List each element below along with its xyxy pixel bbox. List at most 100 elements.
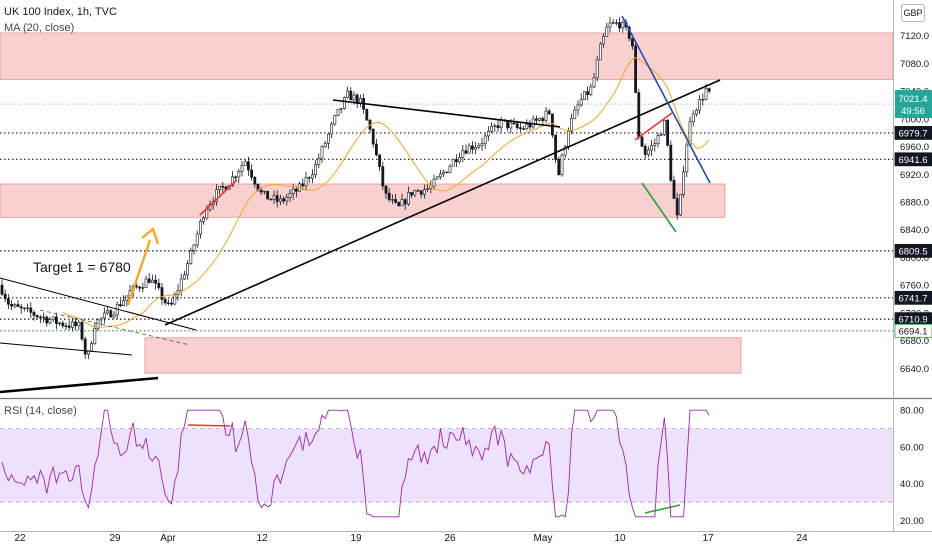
candle-body bbox=[474, 146, 478, 150]
candle-body bbox=[461, 150, 465, 158]
candle-body bbox=[83, 338, 87, 355]
candle-body bbox=[403, 199, 407, 205]
level-price-value: 6809.5 bbox=[898, 246, 927, 257]
candle-body bbox=[186, 263, 190, 276]
candle-body bbox=[704, 88, 708, 100]
candle-body bbox=[621, 22, 625, 29]
wedge-lower-line bbox=[0, 342, 133, 356]
price-tick-label: 6640.0 bbox=[900, 364, 929, 375]
candle-body bbox=[147, 278, 151, 283]
candle-body bbox=[563, 146, 567, 156]
candle-body bbox=[656, 135, 660, 144]
candle-body bbox=[515, 123, 519, 128]
candle-body bbox=[109, 310, 113, 318]
candle-body bbox=[48, 319, 52, 324]
candle-body bbox=[71, 321, 74, 328]
candle-body bbox=[218, 186, 222, 191]
candle-body bbox=[336, 108, 340, 116]
candle-body bbox=[448, 165, 452, 173]
candle-body bbox=[326, 133, 330, 144]
time-tick-label: 12 bbox=[256, 533, 268, 544]
candle-body bbox=[522, 128, 526, 130]
candle-body bbox=[589, 86, 593, 95]
candle-body bbox=[119, 304, 122, 306]
candle-body bbox=[586, 91, 590, 95]
moving-average-line bbox=[62, 57, 710, 328]
price-tick-label: 6680.0 bbox=[900, 336, 929, 347]
candle-body bbox=[445, 171, 449, 174]
candle-body bbox=[432, 178, 436, 187]
price-candles bbox=[0, 16, 711, 360]
level-price-value: 6941.6 bbox=[898, 155, 927, 166]
green-rsi-line bbox=[644, 504, 681, 514]
candle-body bbox=[682, 171, 686, 195]
last-price-value: 7021.4 bbox=[898, 94, 927, 105]
candle-body bbox=[45, 316, 49, 324]
candle-body bbox=[554, 134, 558, 160]
candle-body bbox=[400, 199, 404, 207]
candle-body bbox=[205, 209, 209, 219]
candle-body bbox=[506, 120, 510, 129]
candle-body bbox=[259, 189, 263, 193]
candle-body bbox=[598, 43, 602, 61]
candle-body bbox=[323, 142, 327, 148]
rsi-pane bbox=[0, 409, 893, 518]
candle-body bbox=[365, 108, 369, 121]
price-tags: 7021.449:56 6979.7 6941.6 6809.5 6741.7 6710.… bbox=[894, 90, 932, 338]
rsi-tick-label: 80.00 bbox=[900, 406, 924, 417]
time-tick-label: May bbox=[534, 533, 553, 544]
candle-body bbox=[544, 110, 548, 121]
candle-body bbox=[90, 343, 94, 352]
trendlines bbox=[0, 15, 721, 514]
wedge-upper-line bbox=[0, 277, 197, 331]
candle-body bbox=[51, 316, 55, 321]
candle-body bbox=[80, 321, 84, 340]
candle-body bbox=[669, 144, 673, 181]
candle-body bbox=[77, 321, 81, 327]
rising-trendline bbox=[164, 79, 721, 326]
candle-body bbox=[464, 150, 468, 154]
price-zone bbox=[144, 337, 742, 374]
price-tick-label: 6800.0 bbox=[900, 253, 929, 264]
candle-body bbox=[630, 38, 634, 47]
rsi-band bbox=[0, 428, 893, 503]
currency-badge[interactable]: GBP bbox=[901, 4, 925, 22]
time-axis[interactable]: 22 29 Apr 12 19 26 May 10 17 24 bbox=[14, 533, 808, 544]
candle-body bbox=[675, 198, 679, 216]
candle-body bbox=[538, 118, 542, 121]
candle-body bbox=[304, 177, 308, 187]
candle-body bbox=[93, 327, 97, 344]
green-price-line bbox=[641, 182, 677, 233]
candle-body bbox=[7, 298, 10, 305]
level-price-tag bbox=[894, 290, 932, 305]
candle-body bbox=[634, 45, 638, 93]
candle-body bbox=[602, 36, 606, 45]
candle-body bbox=[525, 123, 529, 130]
candle-body bbox=[96, 319, 100, 329]
candle-body bbox=[64, 325, 68, 327]
candle-body bbox=[342, 97, 346, 109]
candle-body bbox=[701, 99, 705, 101]
candle-body bbox=[614, 22, 618, 24]
candle-body bbox=[16, 304, 20, 307]
candle-body bbox=[518, 127, 522, 129]
candle-body bbox=[173, 294, 177, 305]
candle-body bbox=[199, 221, 202, 235]
candle-body bbox=[672, 180, 676, 199]
candle-body bbox=[643, 146, 647, 155]
candle-body bbox=[550, 113, 554, 136]
candle-body bbox=[54, 316, 58, 324]
candle-body bbox=[215, 189, 218, 202]
price-zone bbox=[0, 32, 894, 80]
candle-body bbox=[413, 190, 417, 196]
candle-body bbox=[13, 304, 17, 307]
candle-body bbox=[167, 302, 170, 304]
candle-body bbox=[659, 134, 663, 136]
price-tick-label: 6760.0 bbox=[900, 281, 929, 292]
target-arrowhead bbox=[141, 226, 160, 245]
candle-body bbox=[384, 185, 388, 194]
price-tick-label: 6920.0 bbox=[900, 170, 929, 181]
candle-body bbox=[570, 118, 574, 132]
candle-body bbox=[650, 145, 654, 151]
